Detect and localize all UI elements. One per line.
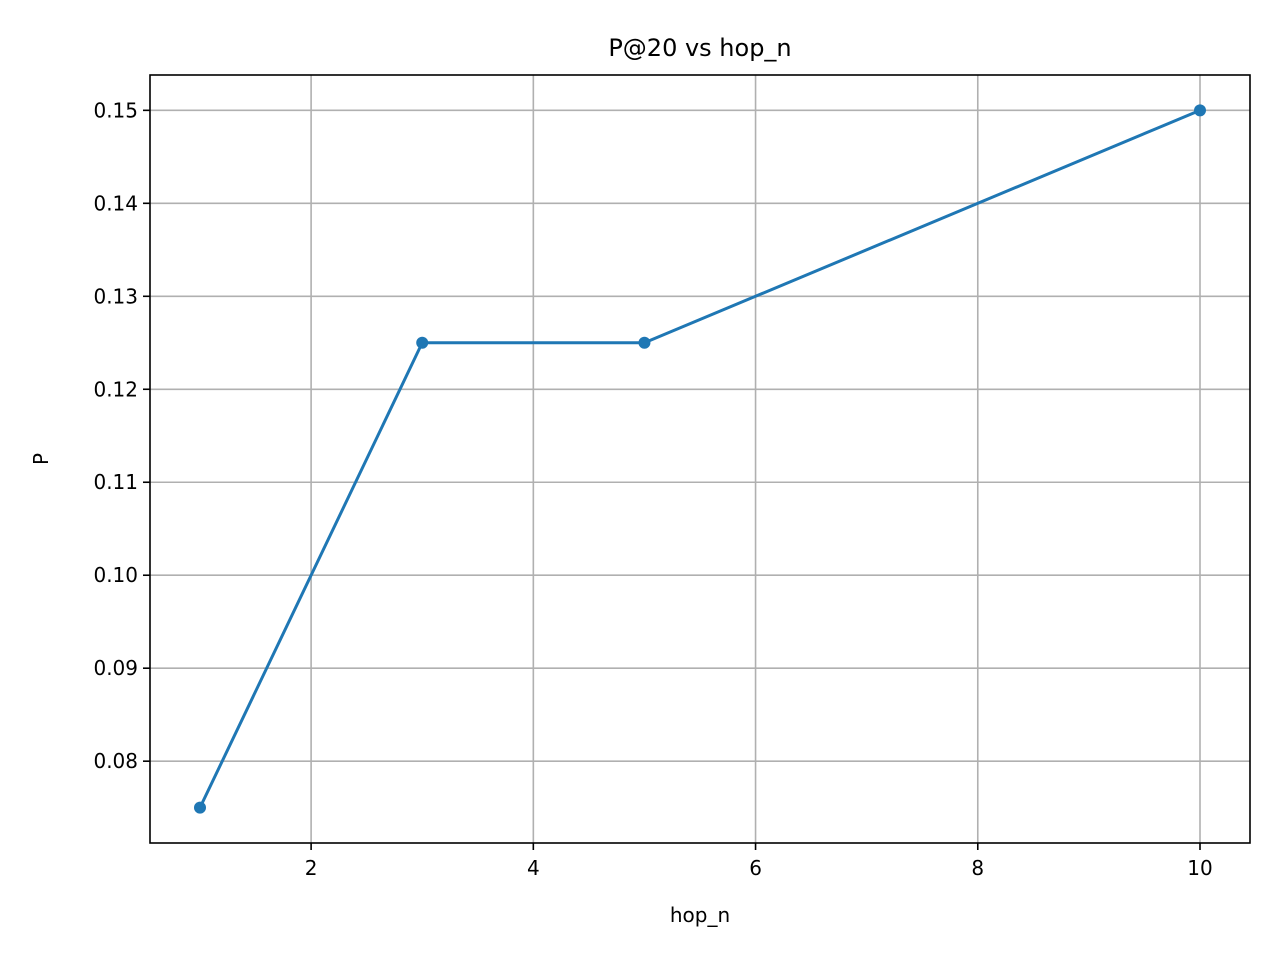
grid (150, 75, 1250, 843)
y-axis: 0.08 0.09 0.10 0.11 0.12 0.13 0.14 0.15 (93, 98, 150, 773)
y-tick-label: 0.08 (93, 749, 138, 773)
x-axis-label: hop_n (670, 903, 730, 927)
y-tick-label: 0.15 (93, 98, 138, 122)
y-tick-label: 0.10 (93, 563, 138, 587)
data-point (194, 801, 206, 814)
x-tick-label: 10 (1187, 856, 1212, 880)
y-tick-label: 0.13 (93, 284, 138, 308)
x-axis: 2 4 6 8 10 (305, 843, 1213, 880)
y-tick-label: 0.12 (93, 377, 138, 401)
data-point (638, 336, 651, 349)
x-tick-label: 6 (749, 856, 762, 880)
y-axis-label: P (29, 453, 53, 465)
y-tick-label: 0.14 (93, 191, 138, 215)
series-layer (194, 104, 1206, 814)
x-tick-label: 4 (527, 856, 540, 880)
x-tick-label: 2 (305, 856, 318, 880)
x-tick-label: 8 (971, 856, 984, 880)
data-point (1194, 104, 1206, 117)
data-point (416, 336, 429, 349)
y-tick-label: 0.11 (93, 470, 138, 494)
series-line (197, 108, 1202, 810)
chart-title: P@20 vs hop_n (608, 34, 791, 62)
plot-frame (149, 74, 1251, 844)
y-tick-label: 0.09 (93, 656, 138, 680)
